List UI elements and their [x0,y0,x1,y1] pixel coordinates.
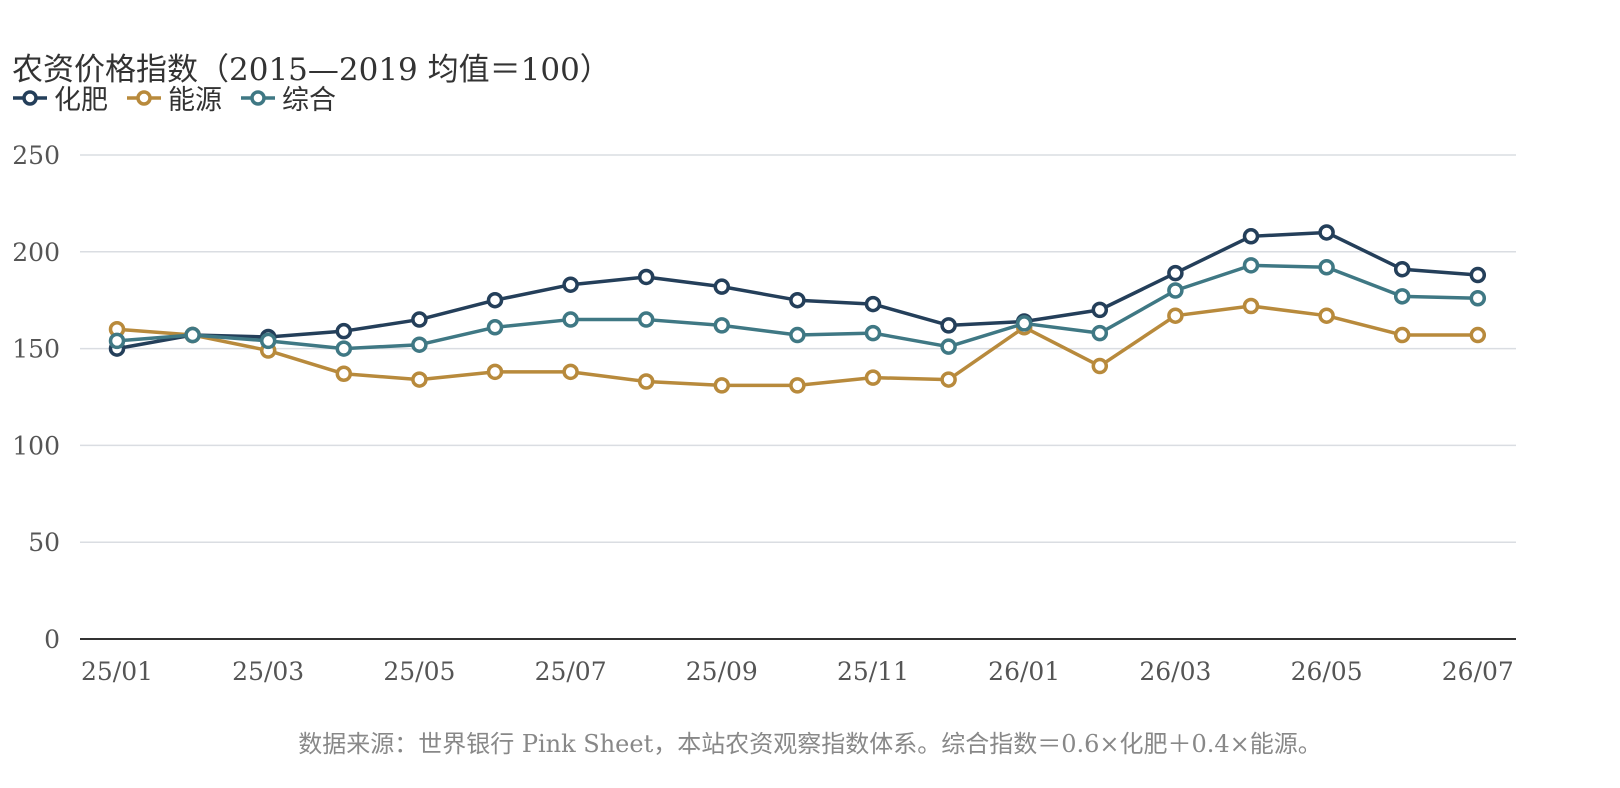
data-point [1393,326,1411,344]
y-tick-label: 150 [12,335,60,364]
data-point [562,276,579,293]
data-point [1242,228,1260,245]
data-point [637,311,655,328]
data-point [486,291,504,309]
legend-item: 综合 [240,78,336,117]
chart-source-note: 数据来源：世界银行 Pink Sheet，本站农资观察指数体系。综合指数＝0.6… [298,730,1322,758]
x-tick-label: 25/05 [383,657,455,686]
data-point [1242,297,1260,315]
data-point [1091,357,1109,375]
x-tick-label: 25/11 [837,657,909,686]
legend-item: 能源 [126,78,222,117]
data-point [1469,266,1487,284]
data-point [1318,224,1335,241]
data-point [1167,264,1184,282]
y-tick-label: 200 [12,238,60,267]
data-point [486,363,504,381]
data-point [1318,259,1335,276]
data-point [1167,307,1184,324]
data-point [335,365,353,383]
data-point [562,363,579,381]
data-point [864,295,882,313]
data-point [562,311,579,328]
legend-label: 综合 [282,85,336,116]
x-tick-label: 26/03 [1139,657,1211,686]
data-point [411,371,428,388]
data-point [1015,315,1033,332]
data-point [486,319,504,336]
data-point [108,332,126,350]
legend-swatch [13,89,47,106]
data-point [335,322,353,340]
data-point [864,369,882,386]
x-tick-label: 26/01 [988,657,1060,686]
data-point [411,336,428,353]
chart-legend: 化肥 能源 综合 [12,78,354,117]
data-point [864,324,882,342]
data-point [940,317,957,334]
gridlines [80,154,1516,543]
legend-label: 化肥 [54,85,108,116]
legend-item: 化肥 [12,78,108,117]
legend-swatch [127,89,161,106]
data-point [1393,288,1411,305]
y-tick-label: 100 [12,431,60,460]
data-point [1318,307,1335,324]
data-point [184,326,201,344]
data-point [1469,326,1487,344]
x-tick-label: 25/09 [686,657,758,686]
data-point [713,377,731,394]
legend-label: 能源 [168,85,222,116]
data-point [637,268,655,286]
x-tick-label: 25/03 [232,657,304,686]
data-point [940,338,957,355]
data-point [1167,282,1184,299]
x-tick-label: 26/07 [1442,657,1514,686]
y-tick-label: 50 [28,528,60,557]
data-point [1393,260,1411,278]
x-tick-label: 25/07 [535,657,607,686]
data-point [713,278,731,295]
data-point [335,340,353,357]
data-point [940,371,957,388]
data-point [259,332,277,350]
x-tick-label: 25/01 [81,657,153,686]
data-point [713,317,731,334]
legend-swatch [241,89,275,106]
axes: 0 50 100 150 200 250 25/01 25/03 25/05 25/07 25/09… [12,141,1516,686]
data-point [789,326,806,344]
data-point [1091,301,1109,319]
x-tick-label: 26/05 [1291,657,1363,686]
data-point [637,373,655,390]
series-lines [108,224,1487,394]
y-tick-label: 0 [44,625,60,654]
data-point [1242,257,1260,274]
y-tick-label: 250 [12,141,60,170]
data-point [1469,290,1487,307]
series-3 [108,257,1487,357]
data-point [789,377,806,394]
data-point [411,311,428,328]
chart-title: 农资价格指数（2015—2019 均值＝100） [12,52,611,88]
data-point [1091,324,1109,342]
data-point [789,291,806,309]
